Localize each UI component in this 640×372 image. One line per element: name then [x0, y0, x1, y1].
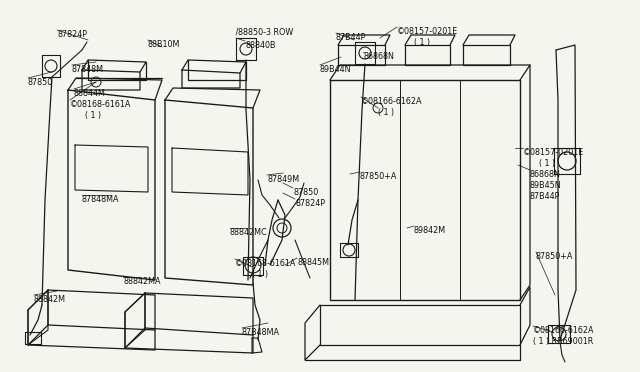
Text: 88842M: 88842M [34, 295, 66, 304]
Text: ©08157-0201E: ©08157-0201E [397, 27, 458, 36]
Text: 87850: 87850 [28, 78, 53, 87]
Text: ( 1 ): ( 1 ) [252, 270, 268, 279]
Text: ©08168-6161A: ©08168-6161A [70, 100, 131, 109]
Text: 88840B: 88840B [245, 41, 275, 50]
Text: ©08168-6161A: ©08168-6161A [235, 259, 296, 268]
Text: ©08157-0201E: ©08157-0201E [523, 148, 584, 157]
Text: 89B45N: 89B45N [530, 181, 562, 190]
Text: 88B10M: 88B10M [148, 40, 180, 49]
Text: ( 1 ) RB69001R: ( 1 ) RB69001R [533, 337, 593, 346]
Text: 87849M: 87849M [267, 175, 299, 184]
Text: 89B44N: 89B44N [320, 65, 351, 74]
Text: 88842MA: 88842MA [123, 277, 161, 286]
Text: 87824P: 87824P [295, 199, 325, 208]
Text: 87B44P: 87B44P [530, 192, 561, 201]
Text: 86868N: 86868N [364, 52, 395, 61]
Text: 87848M: 87848M [72, 65, 104, 74]
Text: ( 1 ): ( 1 ) [85, 111, 101, 120]
Text: ©08166-6162A: ©08166-6162A [361, 97, 422, 106]
Text: 86868N: 86868N [530, 170, 561, 179]
Text: ( 1 ): ( 1 ) [414, 38, 430, 47]
Text: 87850+A: 87850+A [360, 172, 397, 181]
Text: 89842M: 89842M [414, 226, 446, 235]
Text: ©08166-6162A: ©08166-6162A [533, 326, 595, 335]
Text: 87B44P: 87B44P [336, 33, 366, 42]
Text: 87824P: 87824P [57, 30, 87, 39]
Text: 88842MC: 88842MC [230, 228, 268, 237]
Text: ( 1 ): ( 1 ) [378, 108, 394, 117]
Text: 88850-3 ROW: 88850-3 ROW [238, 28, 293, 37]
Text: 87B48MA: 87B48MA [242, 328, 280, 337]
Text: 88844M: 88844M [74, 89, 106, 98]
Text: 87850: 87850 [293, 188, 318, 197]
Text: ( 1 ): ( 1 ) [539, 159, 555, 168]
Text: 88845M: 88845M [297, 258, 329, 267]
Text: 87848MA: 87848MA [82, 195, 120, 204]
Text: 87850+A: 87850+A [536, 252, 573, 261]
